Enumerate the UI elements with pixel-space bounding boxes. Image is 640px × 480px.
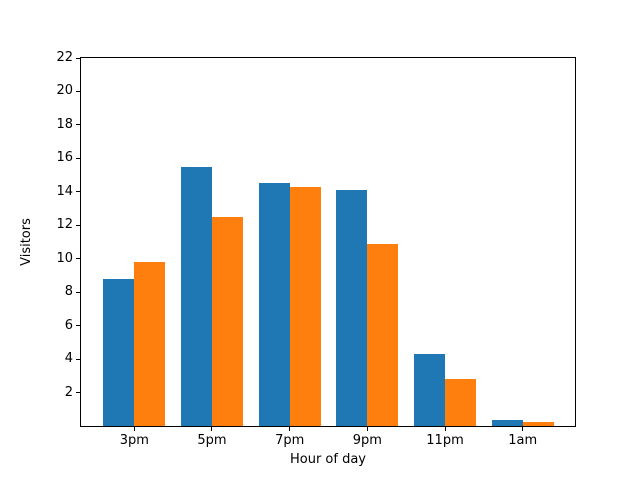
bar-5pm-series-1-blue (180, 166, 212, 426)
x-tick-label-11pm: 11pm (426, 433, 464, 448)
y-tick-label-18: 18 (56, 116, 73, 132)
x-tick-label-9pm: 9pm (352, 433, 382, 448)
x-tick-label-5pm: 5pm (197, 433, 227, 448)
y-tick-label-4: 4 (64, 351, 73, 367)
bar-5pm-series-2-orange (211, 216, 243, 426)
y-tick-mark-20 (76, 90, 80, 92)
bar-7pm-series-1-blue (258, 183, 290, 426)
bar-9pm-series-2-orange (367, 243, 399, 426)
y-tick-mark-16 (76, 157, 80, 159)
y-tick-label-12: 12 (56, 217, 73, 233)
y-tick-label-10: 10 (56, 250, 73, 266)
x-tick-mark-1am (522, 427, 524, 431)
bar-3pm-series-1-blue (103, 278, 135, 426)
y-tick-mark-8 (76, 291, 80, 293)
y-tick-mark-12 (76, 224, 80, 226)
bar-11pm-series-1-blue (414, 354, 446, 426)
x-tick-label-7pm: 7pm (275, 433, 305, 448)
plot-area (80, 57, 576, 427)
x-axis-label: Hour of day (289, 452, 367, 467)
y-tick-mark-6 (76, 325, 80, 327)
y-tick-label-2: 2 (64, 384, 73, 400)
x-tick-mark-9pm (366, 427, 368, 431)
y-tick-mark-10 (76, 258, 80, 260)
y-tick-label-20: 20 (56, 83, 73, 99)
x-tick-mark-7pm (289, 427, 291, 431)
y-tick-mark-18 (76, 124, 80, 126)
bar-1am-series-2-orange (522, 421, 554, 426)
y-tick-mark-22 (76, 57, 80, 59)
y-tick-label-14: 14 (56, 183, 73, 199)
y-tick-label-8: 8 (64, 284, 73, 300)
x-tick-label-3pm: 3pm (119, 433, 149, 448)
bar-7pm-series-2-orange (289, 186, 321, 426)
x-tick-mark-5pm (211, 427, 213, 431)
bar-3pm-series-2-orange (134, 262, 166, 426)
bar-9pm-series-1-blue (336, 190, 368, 426)
x-tick-mark-3pm (133, 427, 135, 431)
y-tick-mark-2 (76, 392, 80, 394)
bar-1am-series-1-blue (491, 420, 523, 426)
x-tick-label-1am: 1am (508, 433, 538, 448)
y-tick-label-16: 16 (56, 150, 73, 166)
y-tick-mark-4 (76, 358, 80, 360)
y-tick-mark-14 (76, 191, 80, 193)
bar-11pm-series-2-orange (445, 379, 477, 426)
x-tick-mark-11pm (444, 427, 446, 431)
y-tick-label-22: 22 (56, 50, 73, 65)
y-tick-label-6: 6 (64, 317, 73, 333)
